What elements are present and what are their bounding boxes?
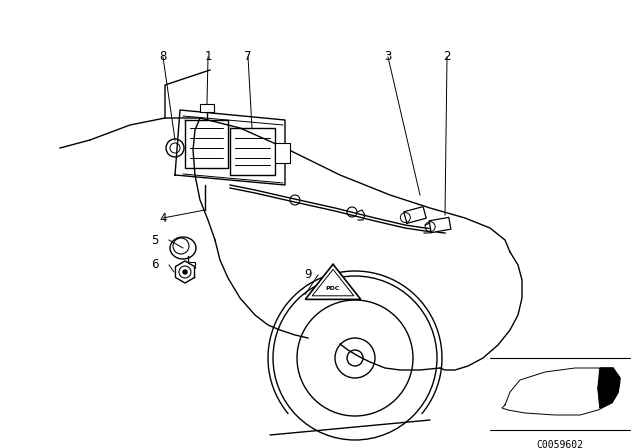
Polygon shape <box>429 217 451 233</box>
Polygon shape <box>404 207 426 224</box>
Polygon shape <box>598 368 620 408</box>
Text: 5: 5 <box>151 233 159 246</box>
Text: 2: 2 <box>444 51 451 64</box>
FancyBboxPatch shape <box>200 104 214 112</box>
Text: C0059602: C0059602 <box>536 440 584 448</box>
Circle shape <box>183 270 187 274</box>
FancyBboxPatch shape <box>275 143 290 163</box>
Text: 4: 4 <box>159 211 167 224</box>
Text: 1: 1 <box>204 51 212 64</box>
Text: 9: 9 <box>304 268 312 281</box>
Text: 3: 3 <box>384 51 392 64</box>
Polygon shape <box>175 261 195 283</box>
Text: 6: 6 <box>151 258 159 271</box>
Text: 8: 8 <box>159 51 166 64</box>
FancyBboxPatch shape <box>181 262 195 268</box>
Text: 7: 7 <box>244 51 252 64</box>
Polygon shape <box>305 264 361 299</box>
Text: PDC: PDC <box>326 285 340 290</box>
